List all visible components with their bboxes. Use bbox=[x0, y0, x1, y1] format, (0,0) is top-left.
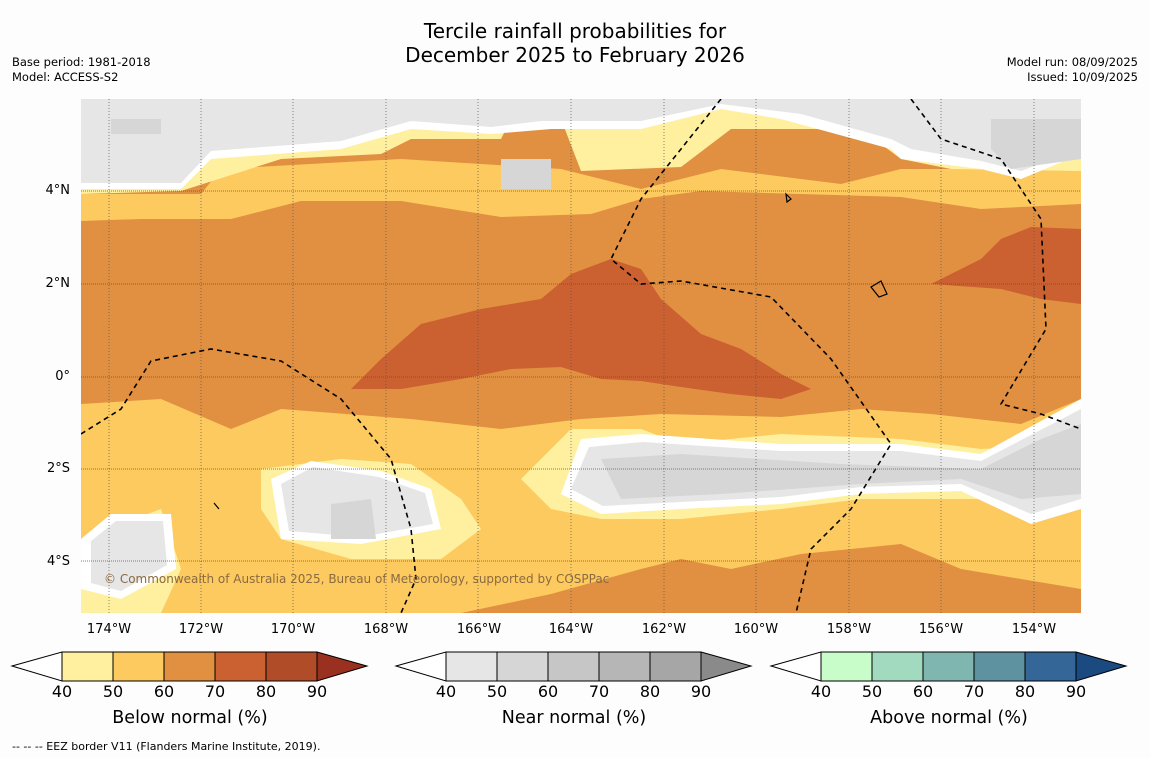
model-run: Model run: 08/09/2025 bbox=[1006, 55, 1138, 69]
near-normal-far-west bbox=[91, 521, 167, 591]
cb-above-label: 90 bbox=[1065, 682, 1087, 701]
y-tick-4s: 4°S bbox=[46, 554, 70, 569]
x-tick-158w: 158°W bbox=[826, 622, 872, 637]
cb-below-label: 80 bbox=[255, 682, 277, 701]
x-tick-168w: 168°W bbox=[363, 622, 409, 637]
near-normal-patch-2 bbox=[991, 119, 1081, 169]
cb-below-label: 50 bbox=[102, 682, 124, 701]
colorbar-near-title: Near normal (%) bbox=[501, 708, 647, 728]
band-north-50-60 bbox=[81, 159, 1081, 221]
base-period: Base period: 1981-2018 bbox=[12, 55, 151, 69]
cb-below-label: 60 bbox=[153, 682, 175, 701]
islands bbox=[213, 192, 888, 510]
x-tick-162w: 162°W bbox=[641, 622, 687, 637]
y-tick-0: 0° bbox=[55, 369, 70, 384]
colorbar-near bbox=[394, 651, 753, 682]
map-panel bbox=[81, 99, 1081, 613]
title-line-1: Tercile rainfall probabilities for bbox=[423, 19, 727, 43]
colorbar-below-title: Below normal (%) bbox=[112, 708, 268, 728]
map-title: Tercile rainfall probabilities for Decem… bbox=[0, 19, 1150, 67]
near-normal-core-east bbox=[601, 424, 1081, 499]
cb-above-label: 60 bbox=[912, 682, 934, 701]
eez-borders bbox=[81, 99, 1081, 613]
cb-below-1 bbox=[61, 651, 114, 682]
copyright-credit: © Commonwealth of Australia 2025, Bureau… bbox=[104, 572, 610, 586]
latitude-lines bbox=[81, 190, 1081, 562]
x-tick-166w: 166°W bbox=[456, 622, 502, 637]
y-tick-2n: 2°N bbox=[45, 276, 71, 291]
issued-date: Issued: 10/09/2025 bbox=[1027, 70, 1138, 84]
y-tick-2s: 2°S bbox=[46, 461, 70, 476]
meta-right: Model run: 08/09/2025 Issued: 10/09/2025 bbox=[1007, 55, 1138, 85]
cb-above-label: 80 bbox=[1014, 682, 1036, 701]
near-normal-patch-sw bbox=[331, 499, 376, 539]
x-tick-170w: 170°W bbox=[270, 622, 316, 637]
cb-below-label: 90 bbox=[306, 682, 328, 701]
title-line-2: December 2025 to February 2026 bbox=[405, 43, 745, 67]
near-normal-patch-3 bbox=[501, 159, 551, 189]
eez-footnote: -- -- -- EEZ border V11 (Flanders Marine… bbox=[12, 740, 321, 753]
cb-near-label: 50 bbox=[486, 682, 508, 701]
cb-above-label: 50 bbox=[861, 682, 883, 701]
x-tick-174w: 174°W bbox=[86, 622, 132, 637]
cb-above-label: 40 bbox=[810, 682, 832, 701]
cb-near-label: 70 bbox=[588, 682, 610, 701]
cb-near-label: 80 bbox=[639, 682, 661, 701]
band-below-70-80-center bbox=[351, 259, 811, 399]
cb-below-label: 70 bbox=[204, 682, 226, 701]
cb-below-3 bbox=[163, 651, 216, 682]
x-tick-164w: 164°W bbox=[548, 622, 594, 637]
y-tick-4n: 4°N bbox=[45, 183, 71, 198]
x-tick-156w: 156°W bbox=[918, 622, 964, 637]
cb-near-label: 60 bbox=[537, 682, 559, 701]
rainfall-map bbox=[81, 99, 1081, 613]
cb-below-label: 40 bbox=[51, 682, 73, 701]
band-below-70-80-east bbox=[931, 227, 1081, 304]
meta-left: Base period: 1981-2018 Model: ACCESS-S2 bbox=[12, 55, 151, 85]
model-name: Model: ACCESS-S2 bbox=[12, 70, 119, 84]
colorbar-below bbox=[10, 651, 369, 682]
colorbar-above-title: Above normal (%) bbox=[870, 708, 1028, 728]
cb-near-label: 40 bbox=[435, 682, 457, 701]
cb-below-5 bbox=[265, 651, 318, 682]
cb-below-2 bbox=[112, 651, 165, 682]
near-normal-patch-1 bbox=[111, 119, 161, 134]
cb-above-label: 70 bbox=[963, 682, 985, 701]
x-tick-172w: 172°W bbox=[178, 622, 224, 637]
cb-near-label: 90 bbox=[690, 682, 712, 701]
cb-below-4 bbox=[214, 651, 267, 682]
x-tick-160w: 160°W bbox=[733, 622, 779, 637]
x-tick-154w: 154°W bbox=[1011, 622, 1057, 637]
colorbar-above bbox=[769, 651, 1128, 682]
near-normal-north bbox=[81, 99, 1081, 183]
